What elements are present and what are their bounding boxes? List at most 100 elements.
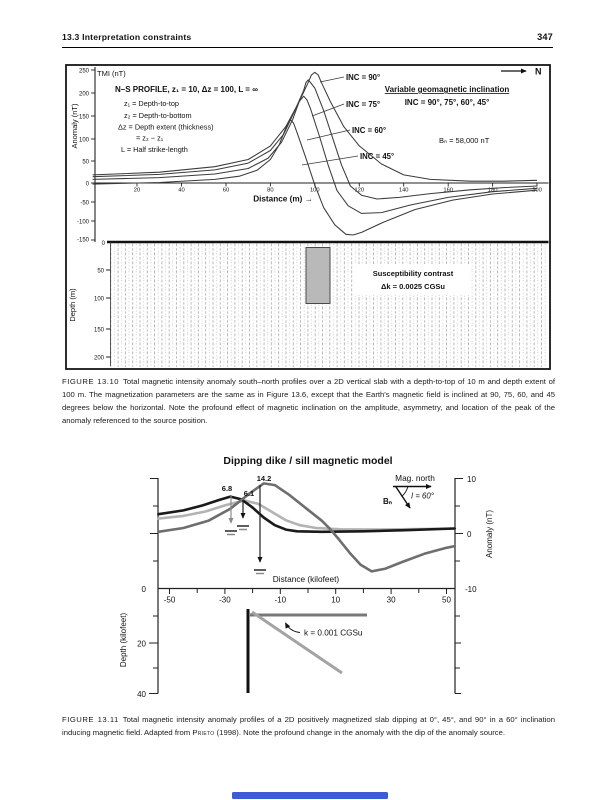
depth-axis-label: Depth (kilofeet)	[119, 613, 128, 668]
susceptibility-line1: Susceptibility contrast	[373, 269, 454, 278]
inc-75-curve	[92, 79, 538, 200]
inclination-angle-arc	[401, 486, 409, 497]
susceptibility-line2: Δk = 0.0025 CGSu	[381, 282, 445, 291]
profile-title: N–S PROFILE, z₁ = 10, Δz = 100, L = ∞	[115, 85, 258, 94]
figure-13-11-plot: Dipping dike / sill magnetic model	[119, 455, 494, 699]
left-axis-ticks	[149, 478, 158, 694]
y-tick-label: -100	[77, 220, 90, 226]
x-tick-label: 80	[267, 188, 273, 194]
figure-13-11-caption: FIGURE 13.11 Total magnetic intensity ano…	[62, 714, 555, 740]
depth-tick-label: 150	[94, 328, 105, 334]
k-pointer-arrow	[285, 622, 301, 633]
caption-label: FIGURE 13.11	[62, 715, 119, 724]
vertical-slab-body	[305, 247, 331, 304]
inc-45-label: INC = 45°	[360, 152, 394, 161]
field-strength-label: Bₙ = 58,000 nT	[439, 136, 490, 145]
figure-13-10-caption: FIGURE 13.10 Total magnetic intensity ano…	[62, 376, 555, 428]
field-vector-label: Bₙ	[383, 497, 392, 506]
x-tick-label: 140	[399, 188, 409, 194]
depth-axis-label: Depth (m)	[68, 288, 77, 322]
variable-inclination-title: Variable geomagnetic inclination	[385, 85, 510, 94]
x-tick-label: 40	[178, 188, 184, 194]
curve-leader-lines	[301, 76, 359, 166]
page-header: 13.3 Interpretation constraints 347	[62, 32, 553, 48]
caption-text-post: (1998). Note the profound change in the …	[214, 727, 506, 737]
caption-text: Total magnetic intensity anomaly south–n…	[62, 377, 556, 425]
x-tick-label: 30	[387, 596, 396, 605]
x-axis-tick-labels: 20 40 60 80 100 120 140 160 180 200	[134, 188, 542, 194]
x-tick-label: -10	[275, 596, 287, 605]
anomaly-axes	[91, 67, 549, 242]
x-tick-label: 100	[310, 188, 320, 194]
depth-tick-label: 20	[137, 640, 146, 649]
depth-tick-label: 0	[102, 241, 106, 247]
section-heading: 13.3 Interpretation constraints	[62, 32, 192, 42]
x-tick-label: -50	[164, 596, 176, 605]
right-tick-label: -10	[465, 585, 477, 594]
x-tick-label: 180	[488, 188, 498, 194]
mag-north-label: Mag. north	[395, 473, 435, 483]
y-tick-label: 100	[79, 138, 90, 144]
y-tick-label: 200	[79, 92, 90, 98]
anomaly-curves	[92, 71, 538, 236]
x-tick-label: 160	[443, 188, 453, 194]
anomaly-curves	[157, 482, 457, 573]
x-tick-label: 20	[134, 188, 140, 194]
depth-tick-label: 200	[94, 356, 105, 362]
peak-value-6-1: 6.1	[244, 489, 254, 498]
anomaly-axis-label: Anomaly (nT)	[485, 510, 494, 558]
y-tick-label: -50	[80, 201, 89, 207]
y-tick-label: 0	[86, 182, 90, 188]
dark-gray-curve	[157, 482, 457, 573]
inc-90-label: INC = 90°	[346, 73, 380, 82]
y-axis-ticks	[91, 69, 95, 241]
figure-13-10-plot: Susceptibility contrast Δk = 0.0025 CGSu…	[65, 64, 551, 370]
x-axis-label: Distance (kilofeet)	[273, 574, 340, 584]
x-axis-ticks	[169, 588, 447, 594]
x-tick-label: 120	[354, 188, 364, 194]
figure-13-10: Susceptibility contrast Δk = 0.0025 CGSu…	[65, 64, 551, 370]
caption-label: FIGURE 13.10	[62, 377, 119, 386]
caption-author-name: Prieto	[192, 727, 215, 737]
x-tick-label: 60	[223, 188, 229, 194]
page-number: 347	[537, 32, 553, 42]
y-axis-tick-labels: 250 200 150 100 50 0 -50 -100 -150	[77, 69, 90, 244]
depth-tick-label: 50	[97, 269, 104, 275]
x-tick-label: 50	[442, 596, 451, 605]
figure-title: Dipping dike / sill magnetic model	[223, 455, 392, 467]
depth-tick-label: 0	[142, 585, 147, 594]
legend-line: z₁ = Depth-to-top	[124, 99, 179, 108]
field-vector-arrow	[395, 486, 411, 509]
right-tick-label: 10	[467, 475, 476, 484]
inc-75-label: INC = 75°	[346, 100, 380, 109]
peak-value-6-8: 6.8	[222, 484, 232, 493]
figure-border	[65, 64, 551, 370]
peak-value-14-2: 14.2	[257, 474, 272, 483]
inc-90-curve	[92, 71, 538, 182]
inclination-label: I = 60°	[411, 492, 434, 501]
y-tick-label: 50	[82, 160, 89, 166]
inc-60-label: INC = 60°	[352, 126, 386, 135]
inc-60-curve	[92, 95, 538, 214]
dike-45-degree	[251, 610, 343, 675]
susceptibility-label: k = 0.001 CGSu	[304, 629, 363, 638]
figure-13-11: Dipping dike / sill magnetic model	[110, 450, 505, 706]
x-axis-ticks	[136, 183, 538, 187]
y-axis-label: Anomaly (nT)	[70, 103, 79, 149]
depth-section: Susceptibility contrast Δk = 0.0025 CGSu…	[68, 240, 549, 367]
tmi-label: TMI (nT)	[97, 69, 126, 78]
depth-axis-ticks	[106, 269, 111, 358]
light-gray-curve	[157, 499, 457, 531]
peak-position-arrows	[225, 485, 266, 575]
legend-line: L = Half strike-length	[121, 145, 188, 154]
inclination-values: INC = 90°, 75°, 60°, 45°	[405, 98, 490, 107]
legend-line: = z₂ − z₁	[136, 134, 164, 143]
legend-line: Δz = Depth extent (thickness)	[118, 123, 214, 132]
mag-north-inset: Mag. north I = 60° Bₙ	[383, 473, 435, 509]
y-tick-label: 150	[79, 115, 90, 121]
right-axis-ticks	[455, 478, 463, 694]
dipping-bodies: k = 0.001 CGSu	[246, 609, 367, 693]
right-tick-label: 0	[467, 530, 472, 539]
y-tick-label: 250	[79, 69, 90, 75]
